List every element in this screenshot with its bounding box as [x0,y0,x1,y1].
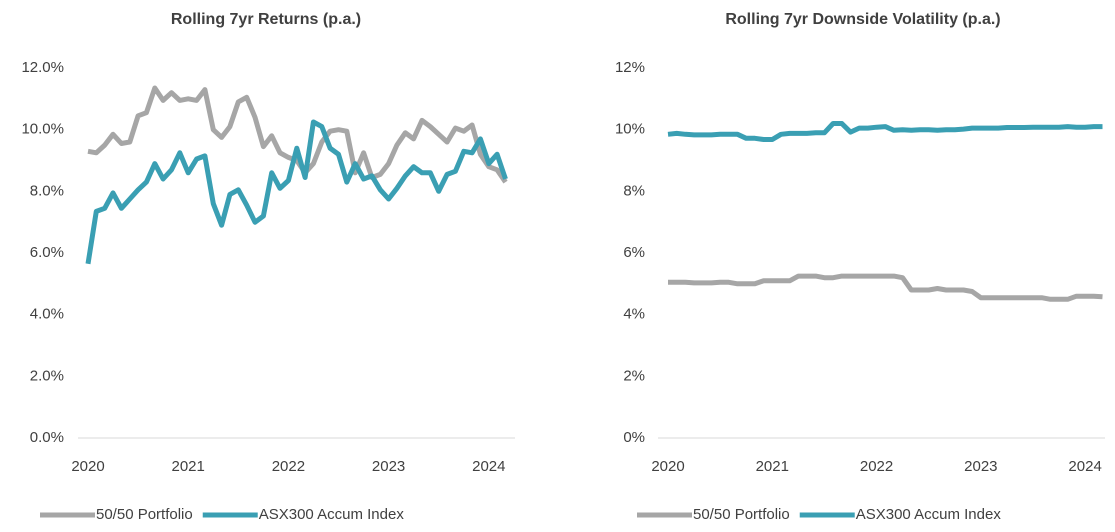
y-tick-label: 4% [623,306,645,323]
legend-label: 50/50 Portfolio [693,506,790,523]
series-line [668,273,1103,302]
x-tick-label: 2023 [964,458,997,475]
x-tick-label: 2020 [71,458,104,475]
y-tick-label: 6.0% [30,244,64,261]
x-tick-label: 2020 [651,458,684,475]
x-tick-label: 2021 [172,458,205,475]
legend-label: ASX300 Accum Index [259,506,405,523]
y-tick-label: 2.0% [30,367,64,384]
series-line [667,121,1103,142]
legend-label: 50/50 Portfolio [96,506,193,523]
x-tick-label: 2023 [372,458,405,475]
y-tick-label: 2% [623,367,645,384]
y-tick-label: 0% [623,429,645,446]
x-tick-label: 2022 [860,458,893,475]
x-tick-label: 2021 [756,458,789,475]
y-tick-label: 10% [615,121,645,138]
y-tick-label: 10.0% [21,121,64,138]
y-tick-label: 12% [615,59,645,76]
series-line [85,119,508,265]
y-tick-label: 6% [623,244,645,261]
y-tick-label: 8.0% [30,182,64,199]
chart-title: Rolling 7yr Returns (p.a.) [171,11,361,28]
y-tick-label: 8% [623,182,645,199]
y-tick-label: 4.0% [30,306,64,323]
x-tick-label: 2024 [472,458,505,475]
x-tick-label: 2024 [1068,458,1101,475]
chart-title: Rolling 7yr Downside Volatility (p.a.) [725,11,1000,28]
x-tick-label: 2022 [272,458,305,475]
legend-label: ASX300 Accum Index [856,506,1002,523]
series-line [87,85,508,184]
y-tick-label: 0.0% [30,429,64,446]
y-tick-label: 12.0% [21,59,64,76]
